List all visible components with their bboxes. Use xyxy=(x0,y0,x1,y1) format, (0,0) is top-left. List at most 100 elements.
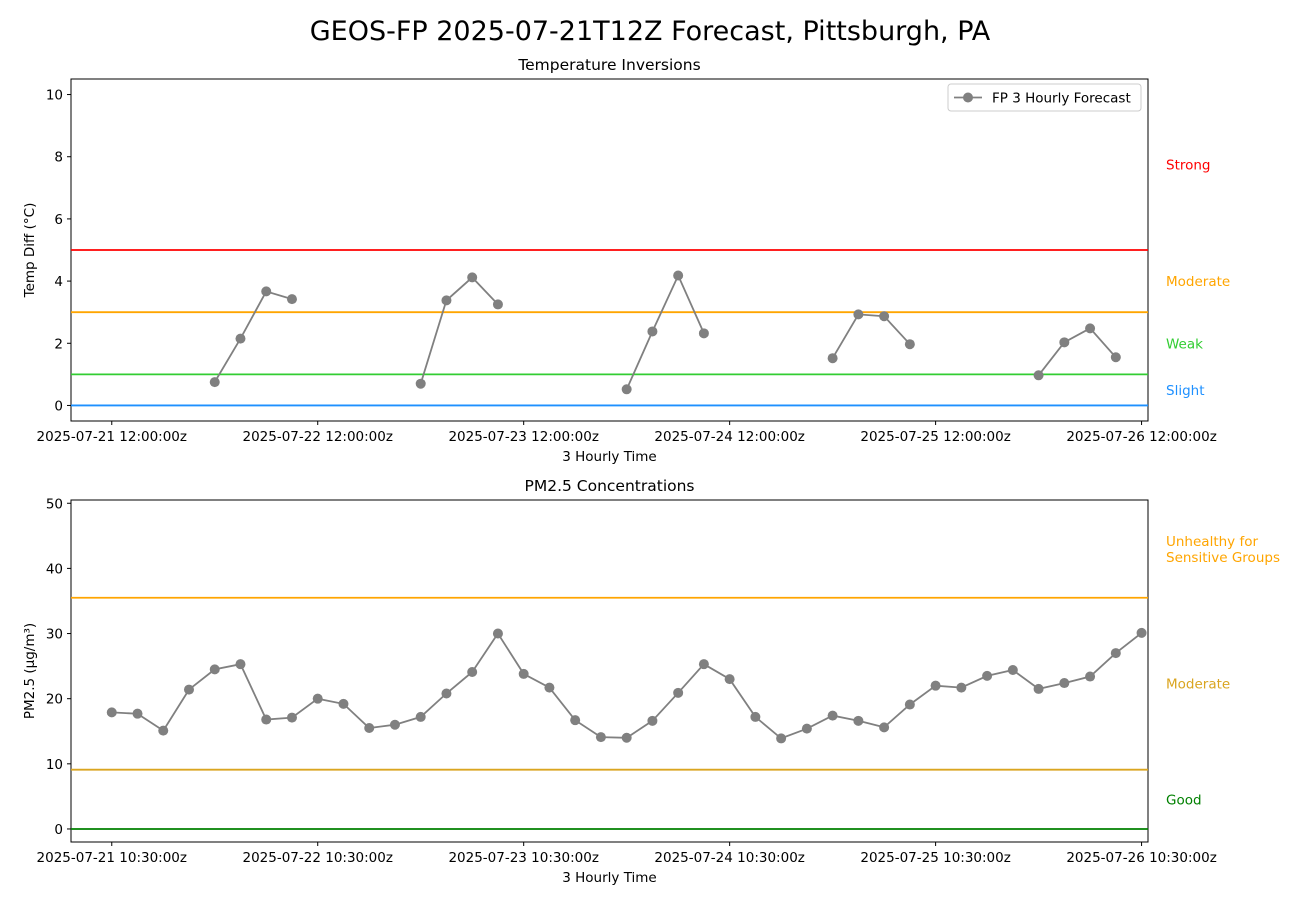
figure-title: GEOS-FP 2025-07-21T12Z Forecast, Pittsbu… xyxy=(310,16,991,47)
x-tick-label: 2025-07-26 12:00:00z xyxy=(1066,429,1216,445)
data-point xyxy=(930,680,941,691)
data-point xyxy=(1059,678,1070,689)
data-point xyxy=(492,299,503,310)
category-label: Moderate xyxy=(1166,274,1230,290)
data-point xyxy=(415,711,426,722)
x-tick-label: 2025-07-21 10:30:00z xyxy=(37,850,187,866)
data-point xyxy=(1033,683,1044,694)
category-label: Good xyxy=(1166,793,1202,809)
data-point xyxy=(544,682,555,693)
y-tick-label: 40 xyxy=(46,561,63,577)
category-label: Slight xyxy=(1166,383,1205,399)
data-point xyxy=(389,719,400,730)
y-axis-label: Temp Diff (°C) xyxy=(22,203,38,299)
data-point xyxy=(698,328,709,339)
data-point xyxy=(235,333,246,344)
data-point xyxy=(570,715,581,726)
x-tick-label: 2025-07-24 12:00:00z xyxy=(654,429,804,445)
y-axis-label: PM2.5 (µg/m³) xyxy=(22,623,38,719)
data-point xyxy=(595,732,606,743)
data-point xyxy=(338,698,349,709)
data-point xyxy=(724,674,735,685)
y-tick-label: 2 xyxy=(54,336,63,352)
data-point xyxy=(286,294,297,305)
x-tick-label: 2025-07-25 12:00:00z xyxy=(860,429,1010,445)
chart-title: PM2.5 Concentrations xyxy=(524,477,694,495)
data-point xyxy=(518,668,529,679)
y-tick-label: 6 xyxy=(54,212,63,228)
x-tick-label: 2025-07-26 10:30:00z xyxy=(1066,850,1216,866)
category-label: Weak xyxy=(1166,336,1203,352)
data-point xyxy=(441,688,452,699)
data-point xyxy=(467,666,478,677)
data-point xyxy=(827,710,838,721)
x-axis-label: 3 Hourly Time xyxy=(562,870,656,886)
data-point xyxy=(698,659,709,670)
x-tick-label: 2025-07-21 12:00:00z xyxy=(37,429,187,445)
x-tick-label: 2025-07-23 10:30:00z xyxy=(448,850,598,866)
x-tick-label: 2025-07-22 12:00:00z xyxy=(242,429,392,445)
legend-box xyxy=(947,83,1142,112)
data-point xyxy=(879,722,890,733)
data-point xyxy=(621,732,632,743)
x-tick-label: 2025-07-24 10:30:00z xyxy=(654,850,804,866)
chart-panel-1: Temperature Inversions 0 2 4 6 8 10 2025-07-21 … xyxy=(22,56,1230,465)
data-point xyxy=(1085,323,1096,334)
data-point xyxy=(904,699,915,710)
data-point xyxy=(209,664,220,675)
y-tick-label: 50 xyxy=(46,496,63,512)
y-tick-label: 0 xyxy=(54,398,63,414)
data-point xyxy=(776,733,787,744)
y-tick-label: 20 xyxy=(46,692,63,708)
category-label: Unhealthy for Sensitive Groups xyxy=(1166,534,1280,566)
data-point xyxy=(904,339,915,350)
data-point xyxy=(1110,352,1121,363)
data-point xyxy=(1136,627,1147,638)
data-point xyxy=(827,353,838,364)
data-point xyxy=(261,286,272,297)
series-line xyxy=(831,313,911,359)
data-point xyxy=(132,708,143,719)
data-point xyxy=(750,711,761,722)
data-point xyxy=(647,326,658,337)
data-point xyxy=(853,309,864,320)
data-point xyxy=(673,270,684,281)
data-point xyxy=(158,725,169,736)
data-point xyxy=(1007,665,1018,676)
data-point xyxy=(209,377,220,388)
category-label: Strong xyxy=(1166,158,1211,174)
chart-title: Temperature Inversions xyxy=(517,56,700,74)
data-point xyxy=(879,311,890,322)
data-point xyxy=(492,628,503,639)
y-tick-label: 10 xyxy=(46,757,63,773)
chart-panel-2: PM2.5 Concentrations 0 10 20 30 40 50 2025-07-2… xyxy=(22,477,1280,886)
y-tick-label: 30 xyxy=(46,627,63,643)
x-tick-label: 2025-07-23 12:00:00z xyxy=(448,429,598,445)
y-tick-label: 0 xyxy=(54,822,63,838)
data-point xyxy=(982,670,993,681)
data-point xyxy=(673,687,684,698)
data-point xyxy=(467,272,478,283)
data-point xyxy=(286,712,297,723)
data-point xyxy=(621,384,632,395)
series-line xyxy=(1037,327,1117,376)
data-point xyxy=(647,715,658,726)
x-tick-label: 2025-07-22 10:30:00z xyxy=(242,850,392,866)
data-point xyxy=(312,693,323,704)
data-point xyxy=(956,682,967,693)
data-point xyxy=(1110,648,1121,659)
data-point xyxy=(235,659,246,670)
x-tick-label: 2025-07-25 10:30:00z xyxy=(860,850,1010,866)
series-line xyxy=(213,290,293,383)
legend-label: FP 3 Hourly Forecast xyxy=(992,91,1131,107)
data-point xyxy=(183,684,194,695)
series-line xyxy=(625,273,705,390)
data-point xyxy=(853,715,864,726)
data-point xyxy=(1059,337,1070,348)
y-tick-label: 10 xyxy=(46,88,63,104)
legend-marker xyxy=(963,92,973,103)
y-tick-label: 8 xyxy=(54,150,63,166)
plot-area xyxy=(70,499,1149,843)
